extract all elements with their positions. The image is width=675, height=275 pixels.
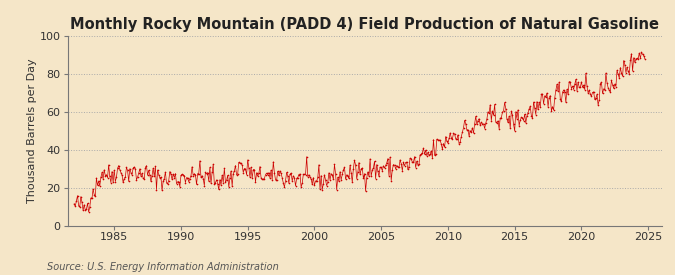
Title: Monthly Rocky Mountain (PADD 4) Field Production of Natural Gasoline: Monthly Rocky Mountain (PADD 4) Field Pr… (70, 17, 659, 32)
Text: Source: U.S. Energy Information Administration: Source: U.S. Energy Information Administ… (47, 262, 279, 272)
Y-axis label: Thousand Barrels per Day: Thousand Barrels per Day (27, 58, 36, 203)
